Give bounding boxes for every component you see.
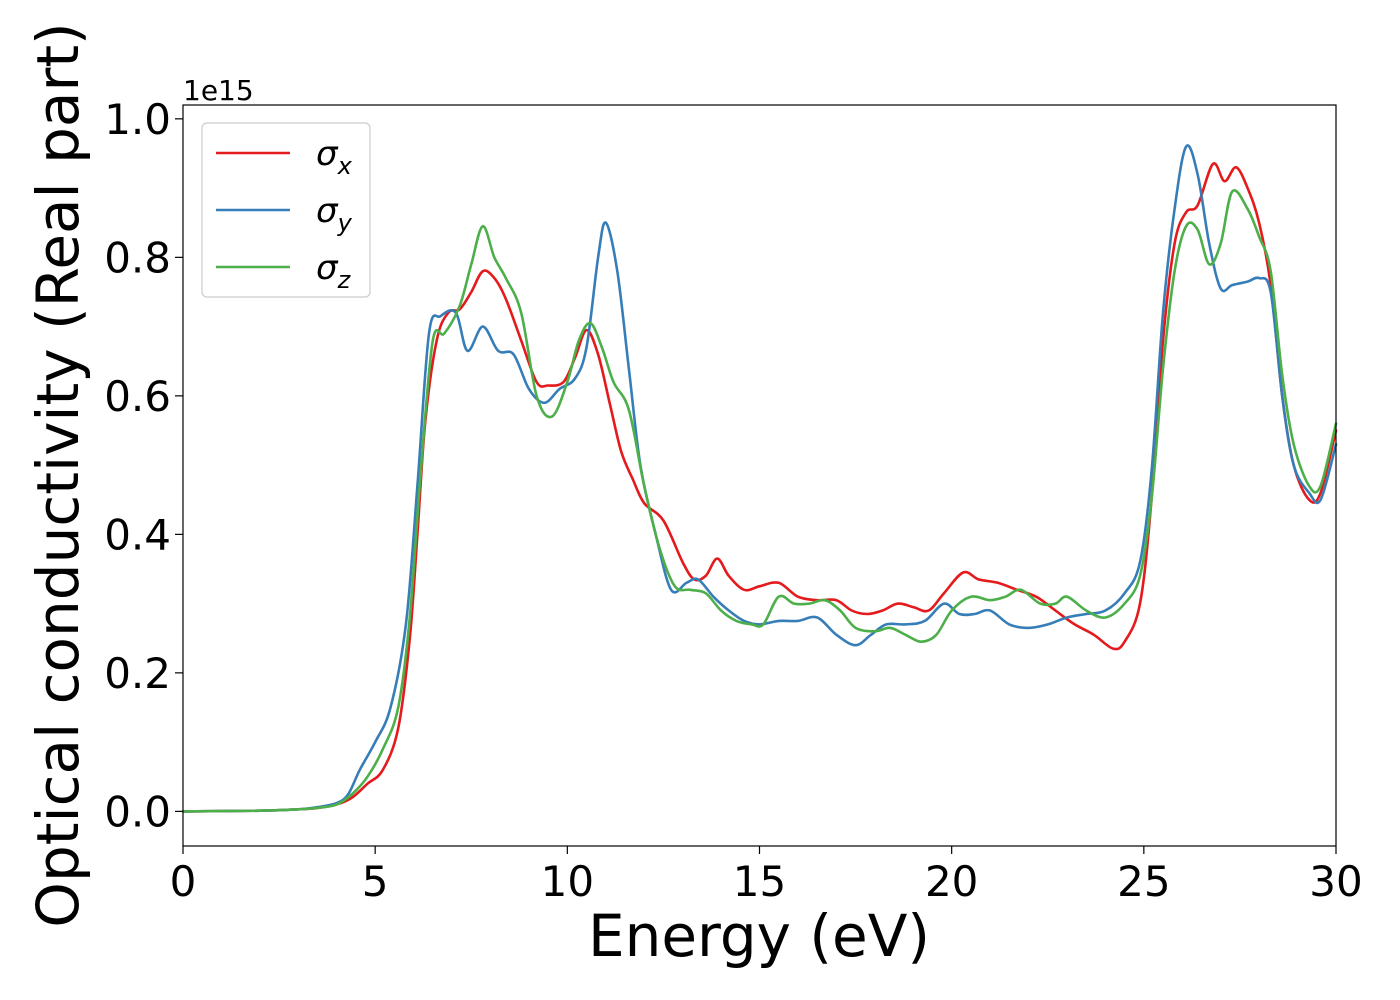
x-axis: 0 5 10 15 20 25 30 [170, 846, 1363, 906]
y-tick-label: 0.2 [104, 649, 171, 698]
x-tick-label: 5 [362, 857, 389, 906]
y-tick-label: 0.8 [104, 233, 171, 282]
legend: σx σy σz [201, 122, 371, 298]
y-axis-title: Optical conductivity (Real part) [24, 22, 92, 927]
x-axis-title: Energy (eV) [588, 902, 930, 970]
series-line-x [181, 162, 1338, 813]
legend-label-y: σy [316, 191, 353, 237]
x-tick-label: 25 [1117, 857, 1170, 906]
series-line-y [181, 144, 1338, 813]
x-tick-label: 15 [733, 857, 786, 906]
legend-label-x: σx [316, 134, 353, 180]
y-tick-label: 1.0 [104, 95, 171, 144]
y-axis: 0.0 0.2 0.4 0.6 0.8 1.0 [104, 95, 183, 836]
legend-label-z: σz [316, 248, 352, 294]
y-tick-label: 0.0 [104, 787, 171, 836]
x-tick-label: 20 [925, 857, 978, 906]
x-tick-label: 10 [541, 857, 594, 906]
series-line-z [181, 189, 1338, 813]
x-tick-label: 30 [1309, 857, 1362, 906]
series-layer [181, 144, 1338, 813]
x-tick-label: 0 [170, 857, 197, 906]
y-tick-label: 0.4 [104, 510, 171, 559]
offset-text: 1e15 [183, 74, 254, 107]
y-tick-label: 0.6 [104, 372, 171, 421]
